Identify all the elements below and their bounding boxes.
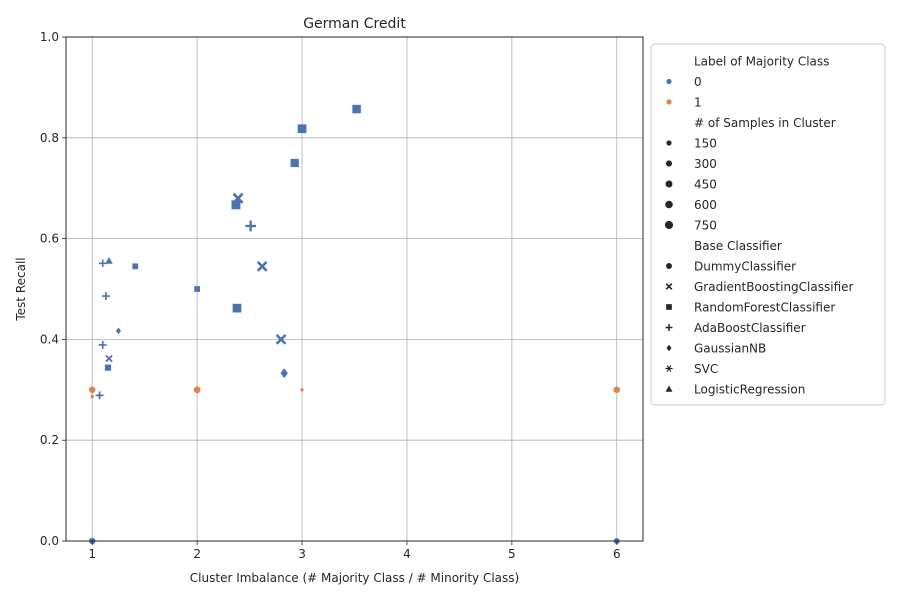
legend-label-hue: 1 xyxy=(694,96,702,110)
plot-frame xyxy=(65,36,644,542)
legend-label-style: AdaBoostClassifier xyxy=(694,321,806,335)
legend-marker-size xyxy=(665,180,673,188)
y-tick-label: 0.2 xyxy=(40,433,59,447)
data-point xyxy=(245,220,257,232)
data-point xyxy=(256,260,268,272)
data-point xyxy=(193,386,201,394)
legend-marker-hue xyxy=(666,78,672,85)
y-tick-label: 1.0 xyxy=(40,30,59,44)
legend-marker-style xyxy=(665,283,673,290)
legend-marker-style xyxy=(666,263,672,269)
legend-marker-style xyxy=(666,344,672,352)
data-point xyxy=(95,391,104,400)
legend-label-hue: 0 xyxy=(694,75,702,89)
x-tick-label: 4 xyxy=(403,547,411,561)
legend-label-style: LogisticRegression xyxy=(694,383,805,397)
data-point xyxy=(101,292,110,301)
legend: Label of Majority Class 0 1 # of Samples in… xyxy=(650,43,886,406)
legend-label-style: RandomForestClassifier xyxy=(694,301,835,315)
legend-label-style: DummyClassifier xyxy=(694,260,796,274)
y-tick-label: 0.0 xyxy=(40,534,59,548)
legend-label-size: 600 xyxy=(694,198,717,212)
legend-marker-style xyxy=(665,365,673,372)
data-point xyxy=(90,393,95,400)
y-tick-label: 0.4 xyxy=(40,332,59,346)
y-tick-label: 0.6 xyxy=(40,232,59,246)
legend-box xyxy=(650,43,886,406)
data-point xyxy=(290,158,299,168)
data-point xyxy=(352,104,361,114)
ticks-layer: 1 2 3 4 5 6 0.0 0.2 0.4 0.6 0.8 1.0 xyxy=(40,30,621,561)
x-tick-label: 5 xyxy=(508,547,516,561)
legend-label-size: 300 xyxy=(694,157,717,171)
data-point xyxy=(132,263,139,270)
legend-label-style: SVC xyxy=(694,362,718,376)
x-tick-label: 1 xyxy=(88,547,96,561)
data-point xyxy=(105,257,113,264)
data-point xyxy=(280,368,288,379)
legend-marker-size xyxy=(665,200,673,209)
chart-title: German Credit xyxy=(303,16,406,32)
legend-label-size: 750 xyxy=(694,219,717,233)
legend-marker-size xyxy=(666,140,672,146)
points-layer xyxy=(88,104,621,545)
x-tick-label: 6 xyxy=(613,547,621,561)
data-point xyxy=(88,386,96,394)
legend-title-size: # of Samples in Cluster xyxy=(694,116,836,130)
legend-label-style: GaussianNB xyxy=(694,342,766,356)
legend-label-style: GradientBoostingClassifier xyxy=(694,280,854,294)
data-point xyxy=(105,354,113,363)
data-point xyxy=(275,334,287,345)
y-tick-label: 0.8 xyxy=(40,131,59,145)
legend-marker-size xyxy=(664,220,674,230)
data-point xyxy=(115,327,121,335)
legend-label-size: 150 xyxy=(694,137,717,151)
data-point xyxy=(613,386,621,394)
legend-title-hue: Label of Majority Class xyxy=(694,55,829,69)
legend-marker-style xyxy=(666,304,672,310)
legend-title-style: Base Classifier xyxy=(694,239,782,253)
data-point xyxy=(232,303,242,313)
x-tick-label: 2 xyxy=(193,547,201,561)
legend-label-size: 450 xyxy=(694,178,717,192)
legend-marker-style xyxy=(665,385,673,392)
data-point xyxy=(98,259,107,268)
x-axis-label: Cluster Imbalance (# Majority Class / # … xyxy=(190,571,519,585)
data-point xyxy=(297,124,307,134)
data-point xyxy=(300,387,304,393)
data-point xyxy=(231,200,241,210)
legend-items: Label of Majority Class 0 1 # of Samples in… xyxy=(664,55,854,397)
legend-marker-style xyxy=(665,324,673,331)
data-point xyxy=(194,286,201,292)
y-axis-label: Test Recall xyxy=(14,257,28,321)
legend-marker-hue xyxy=(666,99,672,105)
legend-marker-size xyxy=(665,160,673,167)
x-tick-label: 3 xyxy=(298,547,306,561)
data-point xyxy=(104,364,112,371)
data-point xyxy=(98,340,107,349)
